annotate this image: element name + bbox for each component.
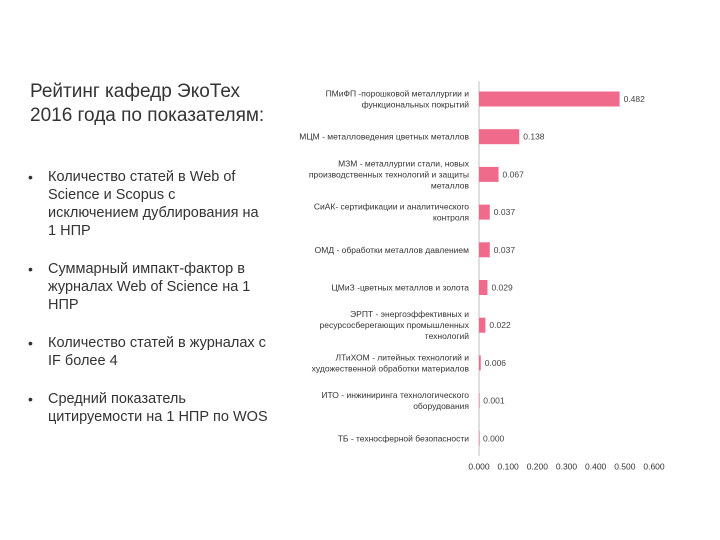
category-label: СиАК- сертификации и аналитического контр…	[314, 202, 470, 223]
category-label-line: СиАК- сертификации и аналитического	[314, 202, 469, 212]
category-label: ЛТиХОМ - литейных технологий и художестве…	[312, 352, 470, 373]
category-label: МЦМ - металловедения цветных металлов	[299, 132, 469, 142]
data-label: 0.006	[485, 358, 507, 368]
category-label-line: контроля	[433, 213, 469, 223]
data-label: 0.037	[494, 207, 516, 217]
criteria-text: Суммарный импакт-фактор в журналах Web o…	[48, 261, 251, 313]
data-label: 0.001	[483, 396, 505, 406]
bar	[479, 242, 490, 258]
data-label: 0.022	[489, 320, 511, 330]
category-label-line: оборудования	[413, 401, 469, 411]
bullet-dot: •	[28, 261, 33, 277]
x-tick-label: 0.300	[556, 461, 578, 471]
category-label: ТБ - техносферной безопасности	[338, 433, 470, 443]
category-label-line: художественной обработки материалов	[312, 363, 470, 373]
category-label-line: ЛТиХОМ - литейных технологий и	[336, 352, 470, 362]
x-tick-label: 0.600	[643, 461, 665, 471]
bar	[479, 393, 480, 409]
category-label-line: ТБ - техносферной безопасности	[338, 433, 470, 443]
x-tick-label: 0.200	[527, 461, 549, 471]
category-label: ИТО - инжиниринга технологического оборуд…	[321, 390, 469, 411]
criteria-list: • Количество статей в Web of Science и Sc…	[28, 168, 268, 446]
bar	[479, 355, 481, 371]
category-label-line: МЗМ - металлургии стали, новых	[338, 158, 470, 168]
category-label-line: ресурсосберегающих промышленных	[320, 320, 470, 330]
x-tick-label: 0.000	[468, 461, 490, 471]
criteria-item: • Суммарный импакт-фактор в журналах Web …	[28, 260, 268, 314]
x-tick-label: 0.100	[498, 461, 520, 471]
bullet-dot: •	[28, 169, 33, 185]
data-label: 0.482	[624, 94, 646, 104]
category-label-line: функциональных покрытий	[362, 100, 470, 110]
category-label-line: ИТО - инжиниринга технологического	[321, 390, 469, 400]
x-tick-label: 0.400	[585, 461, 607, 471]
category-label-line: МЦМ - металловедения цветных металлов	[299, 132, 469, 142]
category-label-line: производственных технологий и защиты	[309, 169, 469, 179]
category-label: МЗМ - металлургии стали, новых производст…	[309, 158, 470, 190]
category-label: ЦМиЗ -цветных металлов и золота	[332, 283, 470, 293]
bar	[479, 204, 490, 220]
x-tick-label: 0.500	[614, 461, 636, 471]
criteria-text: Количество статей в журналах с IF более …	[48, 335, 266, 369]
bullet-dot: •	[28, 335, 33, 351]
bar	[479, 129, 520, 145]
category-label-line: металлов	[431, 180, 470, 190]
category-label-line: технологий	[425, 331, 469, 341]
category-label: ПМиФП -порошковой металлургии и функциона…	[326, 89, 470, 110]
bar	[479, 430, 480, 446]
category-label-line: ОМД - обработки металлов давлением	[315, 245, 469, 255]
criteria-item: • Средний показатель цитируемости на 1 НП…	[28, 390, 268, 426]
data-label: 0.067	[503, 169, 525, 179]
slide-title: Рейтинг кафедр ЭкоТех 2016 года по показ…	[30, 81, 265, 126]
category-label: ЭРПТ - энергоэффективных и ресурсосберега…	[320, 309, 470, 341]
data-label: 0.000	[483, 433, 505, 443]
bar	[479, 317, 486, 333]
data-label: 0.029	[491, 283, 513, 293]
criteria-item: • Количество статей в Web of Science и Sc…	[28, 168, 268, 240]
data-label: 0.037	[494, 245, 516, 255]
criteria-item: • Количество статей в журналах с IF более…	[28, 334, 268, 370]
data-label: 0.138	[523, 132, 545, 142]
criteria-text: Средний показатель цитируемости на 1 НПР…	[48, 391, 268, 425]
category-label-line: ПМиФП -порошковой металлургии и	[326, 89, 470, 99]
bar	[479, 91, 620, 107]
bar	[479, 280, 488, 295]
bar	[479, 166, 499, 182]
criteria-text: Количество статей в Web of Science и Sco…	[48, 169, 259, 239]
category-label-line: ЦМиЗ -цветных металлов и золота	[332, 283, 470, 293]
bullet-dot: •	[28, 391, 33, 407]
category-label-line: ЭРПТ - энергоэффективных и	[350, 309, 469, 319]
category-label: ОМД - обработки металлов давлением	[315, 245, 469, 255]
